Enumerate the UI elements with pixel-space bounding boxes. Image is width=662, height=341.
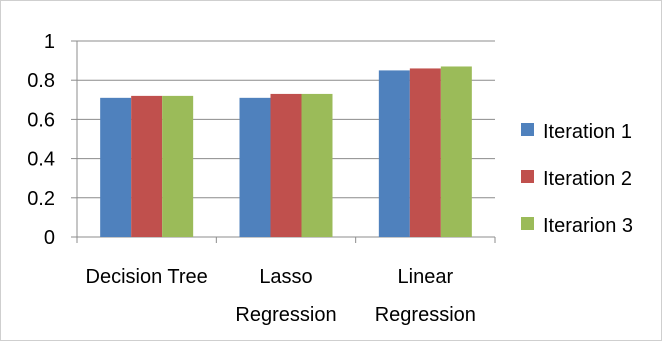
legend-label: Iteration 1: [543, 121, 632, 143]
y-tick-label: 0.2: [27, 188, 55, 210]
category-label: Lasso: [259, 266, 312, 288]
bar: [239, 97, 271, 237]
bar: [131, 95, 163, 237]
y-tick-label: 0.6: [27, 109, 55, 131]
legend-swatch: [521, 123, 534, 136]
bar: [100, 97, 132, 237]
y-tick-label: 1: [44, 31, 55, 53]
category-label: Regression: [375, 304, 476, 326]
bar: [301, 93, 333, 237]
y-tick-label: 0.8: [27, 70, 55, 92]
y-tick-label: 0: [44, 227, 55, 249]
legend-label: Iterarion 3: [543, 215, 633, 237]
bar: [440, 66, 472, 237]
category-label: Linear: [398, 266, 454, 288]
y-tick-label: 0.4: [27, 149, 55, 171]
bar: [409, 68, 441, 237]
bar: [162, 95, 194, 237]
bar: [270, 93, 302, 237]
legend-swatch: [521, 217, 534, 230]
bar: [378, 70, 410, 238]
legend-label: Iteration 2: [543, 168, 632, 190]
legend-swatch: [521, 170, 534, 183]
category-label: Regression: [235, 304, 336, 326]
category-label: Decision Tree: [86, 266, 208, 288]
